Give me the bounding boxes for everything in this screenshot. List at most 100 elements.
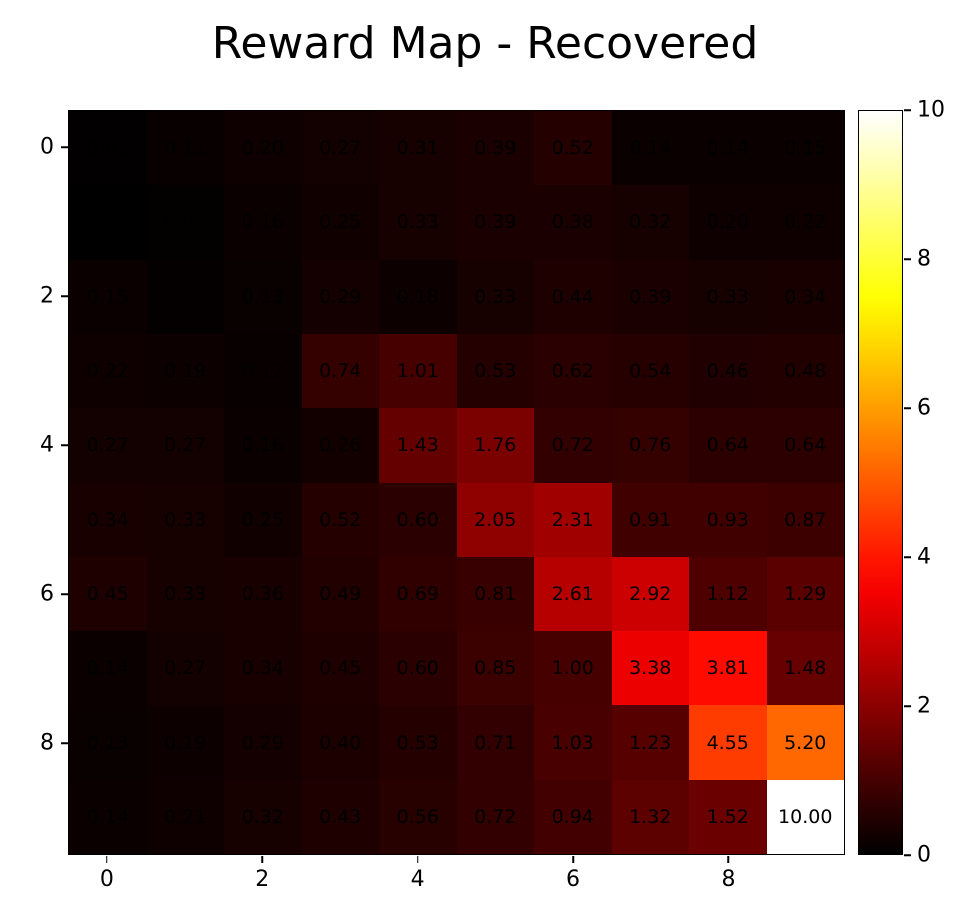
heatmap-cell: 0.15: [69, 259, 147, 334]
x-tick-label: 4: [410, 867, 425, 892]
heatmap-cell: 0.29: [301, 259, 379, 334]
x-tick-mark: [416, 856, 419, 863]
heatmap-cell: 0.62: [534, 333, 612, 409]
heatmap-cell: 0.52: [301, 482, 379, 557]
heatmap-cell: 0.74: [301, 333, 379, 409]
heatmap-cell: 0.27: [301, 111, 379, 186]
y-tick-label: 2: [40, 283, 54, 309]
heatmap-cell: 0.07: [146, 259, 224, 334]
heatmap-cell: 0.19: [146, 705, 224, 780]
heatmap-cell: 3.81: [689, 631, 767, 706]
heatmap-cell: 0.13: [69, 705, 147, 780]
heatmap-cell: 0.05: [146, 185, 224, 260]
heatmap-cell: 0.52: [534, 111, 612, 186]
heatmap-cell: 0.14: [611, 111, 689, 186]
heatmap-cell: 0.18: [379, 259, 457, 334]
heatmap-cell: 0.03: [69, 111, 147, 186]
heatmap-cell: 0.38: [534, 185, 612, 260]
y-tick-label: 8: [40, 730, 54, 756]
heatmap-cell: 0.21: [146, 779, 224, 854]
heatmap-cell: 0.20: [689, 185, 767, 260]
heatmap-grid: 0.03 0.11 0.20 0.27 0.31 0.39 0.52 0.14 0.14 0.15…: [69, 111, 844, 854]
heatmap-cell: 1.76: [456, 408, 534, 483]
heatmap-cell: 3.38: [611, 631, 689, 706]
heatmap-cell: 0.32: [611, 185, 689, 260]
heatmap-cell: 2.92: [611, 556, 689, 632]
heatmap-cell: 0.33: [456, 259, 534, 334]
heatmap-cell: 0.20: [224, 111, 302, 186]
colorbar-tick-mark: [904, 854, 911, 856]
heatmap-cell: 0.91: [611, 482, 689, 557]
heatmap-cell: 0.71: [456, 705, 534, 780]
heatmap-cell: 0.14: [69, 631, 147, 706]
x-tick-label: 8: [721, 867, 736, 892]
heatmap-cell: 0.72: [534, 408, 612, 483]
heatmap-cell: 10.00: [766, 779, 844, 854]
heatmap-cell: 0.87: [766, 482, 844, 557]
heatmap-cell: 0.39: [456, 111, 534, 186]
y-tick-mark: [61, 593, 68, 595]
heatmap-cell: 0.33: [146, 556, 224, 632]
heatmap-cell: 0.49: [301, 556, 379, 632]
plot-area: 0.03 0.11 0.20 0.27 0.31 0.39 0.52 0.14 0.14 0.15…: [68, 110, 845, 855]
heatmap-cell: 0.27: [69, 408, 147, 483]
heatmap-cell: 2.05: [456, 482, 534, 557]
heatmap-cell: 0.53: [456, 333, 534, 409]
heatmap-cell: 2.61: [534, 556, 612, 632]
colorbar-tick-mark: [904, 705, 911, 707]
y-tick-mark: [61, 444, 68, 446]
heatmap-cell: 0.11: [146, 111, 224, 186]
x-axis: 0 2 4 6 8: [68, 856, 845, 902]
heatmap-cell: 0.26: [301, 408, 379, 483]
heatmap-cell: 0.85: [456, 631, 534, 706]
heatmap-cell: 0.32: [224, 779, 302, 854]
heatmap-cell: 0.46: [689, 333, 767, 409]
y-tick-mark: [61, 146, 68, 148]
colorbar-tick-label: 0: [917, 842, 931, 868]
y-tick-label: 4: [40, 432, 54, 458]
heatmap-cell: 1.32: [611, 779, 689, 854]
heatmap-cell: 0.53: [379, 705, 457, 780]
x-tick-label: 6: [566, 867, 581, 892]
heatmap-cell: 0.94: [534, 779, 612, 854]
heatmap-cell: 5.20: [766, 705, 844, 780]
heatmap-cell: 0.45: [301, 631, 379, 706]
heatmap-cell: 0.34: [69, 482, 147, 557]
x-tick-mark: [572, 856, 574, 863]
colorbar-tick-label: 10: [917, 97, 945, 123]
heatmap-cell: 0.19: [146, 333, 224, 409]
heatmap-cell: 0.44: [534, 259, 612, 334]
colorbar-tick-label: 8: [917, 246, 931, 272]
y-tick-label: 0: [40, 134, 54, 160]
heatmap-cell: 1.29: [766, 556, 844, 632]
heatmap-cell: 0.13: [224, 259, 302, 334]
colorbar: [858, 110, 903, 855]
heatmap-cell: 0.16: [224, 408, 302, 483]
heatmap-cell: 1.01: [379, 333, 457, 409]
heatmap-cell: 0.25: [224, 482, 302, 557]
colorbar-axis: 0 2 4 6 8 10: [904, 98, 970, 868]
heatmap-cell: 1.00: [534, 631, 612, 706]
heatmap-cell: 0.33: [689, 259, 767, 334]
heatmap-cell: 0.22: [766, 185, 844, 260]
heatmap-cell: 1.23: [611, 705, 689, 780]
heatmap-cell: 1.48: [766, 631, 844, 706]
y-tick-label: 6: [40, 581, 54, 607]
heatmap-cell: 4.55: [689, 705, 767, 780]
heatmap-cell: 0.60: [379, 631, 457, 706]
heatmap-cell: 0.22: [69, 333, 147, 409]
x-tick-mark: [106, 856, 108, 863]
heatmap-cell: 0.27: [146, 631, 224, 706]
heatmap-cell: 0.27: [146, 408, 224, 483]
heatmap-cell: 1.03: [534, 705, 612, 780]
heatmap-cell: 0.25: [301, 185, 379, 260]
colorbar-tick-label: 4: [917, 544, 931, 570]
heatmap-cell: 2.31: [534, 482, 612, 557]
heatmap-cell: 0.93: [689, 482, 767, 557]
colorbar-gradient: [859, 111, 902, 854]
heatmap-cell: 0.45: [69, 556, 147, 632]
colorbar-tick-mark: [904, 407, 911, 409]
heatmap-cell: 0.33: [379, 185, 457, 260]
heatmap-cell: 1.12: [689, 556, 767, 632]
